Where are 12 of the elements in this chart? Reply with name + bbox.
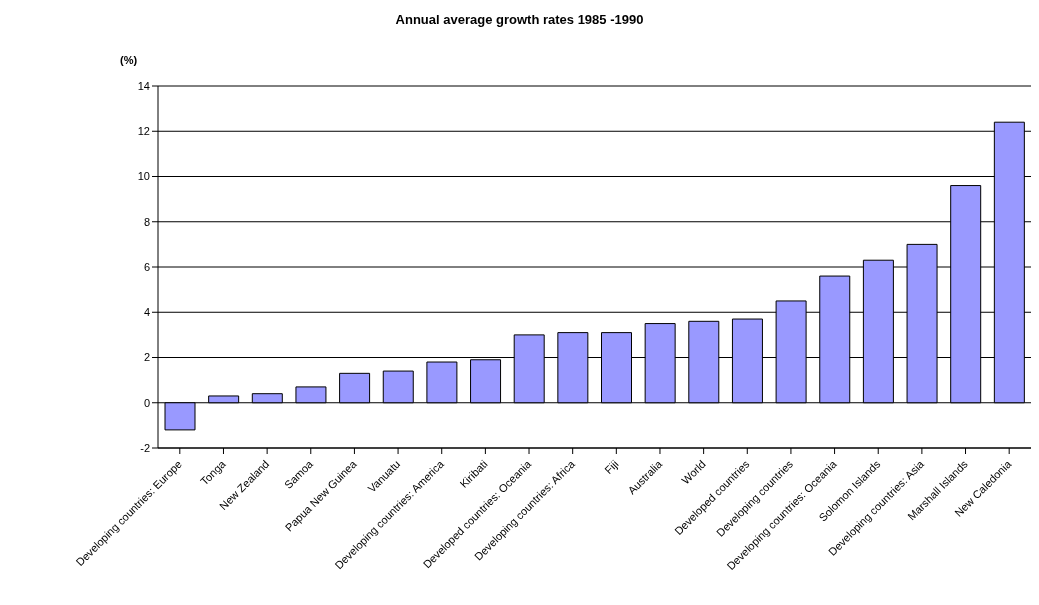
y-tick-label: 14 bbox=[137, 79, 150, 92]
y-tick-label: 4 bbox=[143, 306, 150, 319]
y-axis-title: (%) bbox=[120, 54, 138, 66]
y-tick-label: 12 bbox=[137, 125, 150, 138]
y-tick-label: 6 bbox=[143, 260, 150, 273]
y-tick-label: 0 bbox=[143, 396, 150, 409]
chart-title: Annual average growth rates 1985 -1990 bbox=[394, 12, 645, 27]
y-tick-label: 2 bbox=[143, 351, 150, 364]
x-tick-label: Fiji bbox=[602, 457, 621, 477]
y-tick-label: -2 bbox=[140, 441, 150, 454]
y-tick-label: 8 bbox=[143, 215, 150, 228]
y-tick-label: 10 bbox=[137, 170, 150, 183]
